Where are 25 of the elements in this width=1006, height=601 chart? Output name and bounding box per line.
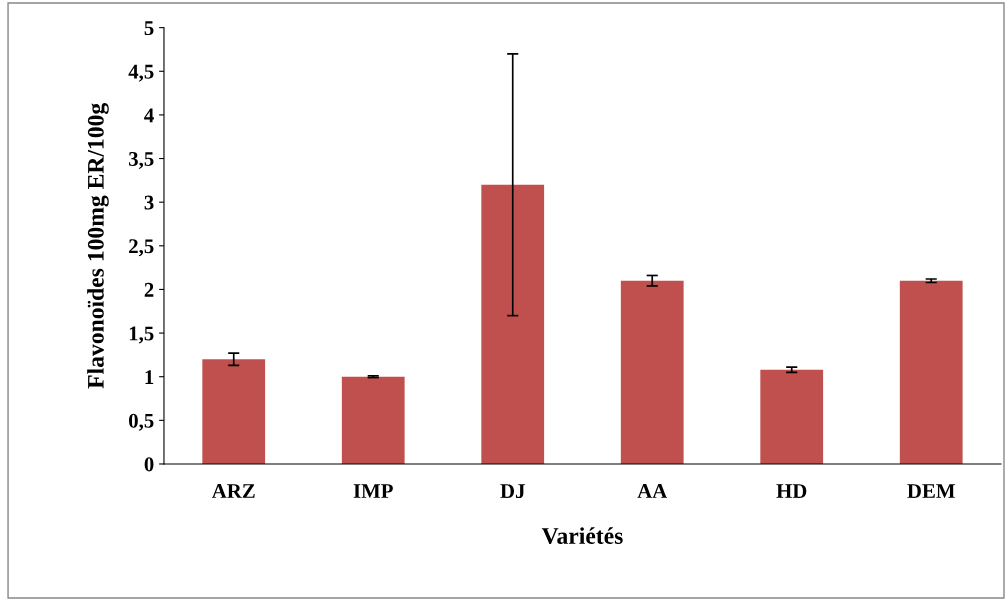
x-tick-label: AA [637,484,668,498]
x-tick-label: IMP [353,484,393,498]
bar [620,280,684,464]
y-tick-label: 1,5 [129,326,154,344]
x-axis-title: Variétés [541,527,623,545]
y-tick-label: 4,5 [128,64,154,82]
y-tick-label: 5 [144,21,154,36]
y-tick-label: 0,5 [129,413,154,431]
y-tick-label: 2,5 [129,239,154,257]
y-tick-label: 1 [145,370,154,384]
y-tick-label: 3,5 [129,151,154,169]
x-tick-label: DEM [907,484,955,498]
x-tick-label: DJ [500,484,525,499]
x-tick-label: ARZ [211,484,255,498]
bar [899,280,963,464]
y-tick-label: 0 [144,457,154,472]
bar [341,376,405,464]
bar [760,369,824,464]
bar [202,359,266,464]
x-tick-label: HD [776,484,807,498]
y-axis-title: Flavonoïdes 100mg ER/100g [87,103,109,389]
y-tick-label: 4 [144,108,154,123]
y-tick-label: 3 [144,195,154,210]
bar [481,184,545,464]
y-tick-label: 2 [144,282,154,297]
